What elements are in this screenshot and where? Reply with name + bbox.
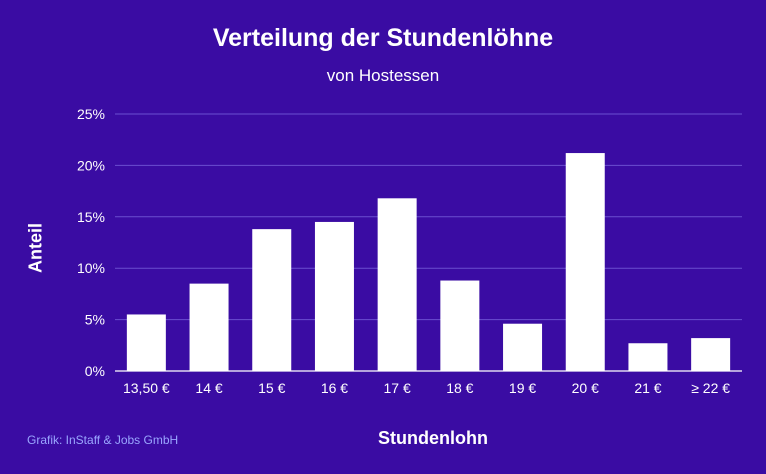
x-tick-label: 15 € [258, 380, 285, 396]
y-tick-label: 25% [77, 106, 105, 122]
y-tick-label: 0% [85, 363, 105, 379]
y-tick-label: 10% [77, 260, 105, 276]
x-tick-label: ≥ 22 € [691, 380, 730, 396]
bar [565, 153, 605, 371]
bar [126, 314, 166, 371]
credit-text: Grafik: InStaff & Jobs GmbH [27, 433, 179, 447]
x-tick-label: 21 € [634, 380, 661, 396]
bar [314, 221, 354, 371]
chart-subtitle: von Hostessen [326, 66, 440, 85]
x-tick-label: 13,50 € [123, 380, 170, 396]
bar [377, 198, 417, 371]
x-axis-label: Stundenlohn [378, 428, 488, 448]
x-tick-label: 20 € [572, 380, 599, 396]
bar [252, 229, 292, 371]
bar [189, 283, 229, 371]
bar [691, 338, 731, 371]
y-tick-label: 15% [77, 209, 105, 225]
x-tick-label: 14 € [195, 380, 222, 396]
y-tick-label: 20% [77, 157, 105, 173]
x-tick-label: 18 € [446, 380, 473, 396]
chart-title: Verteilung der Stundenlöhne [212, 24, 554, 52]
bar [440, 280, 480, 371]
x-tick-label: 16 € [321, 380, 348, 396]
x-tick-label: 19 € [509, 380, 536, 396]
y-tick-label: 5% [85, 312, 105, 328]
bar [628, 343, 668, 371]
x-tick-label: 17 € [384, 380, 411, 396]
bar [503, 323, 543, 371]
